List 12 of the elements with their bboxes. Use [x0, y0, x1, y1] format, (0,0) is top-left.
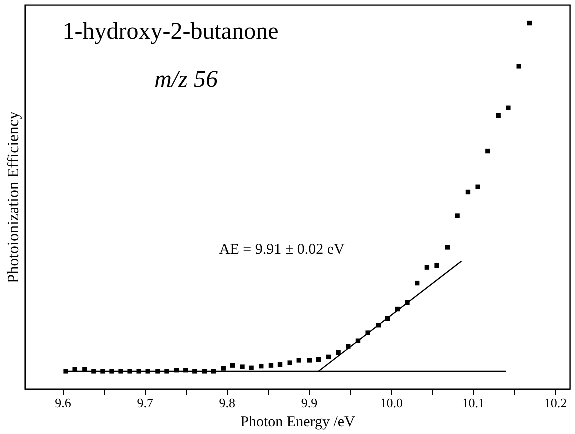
annotation: m/z 56 — [154, 66, 218, 93]
x-axis-title: Photon Energy /eV — [240, 414, 356, 430]
annotation: 1-hydroxy-2-butanone — [62, 18, 279, 45]
x-tick-label: 9.7 — [137, 396, 154, 410]
x-tick-label: 9.8 — [219, 396, 236, 410]
x-tick-label: 10.0 — [380, 396, 403, 410]
x-tick-label: 9.6 — [55, 396, 72, 410]
x-tick-label: 9.9 — [301, 396, 318, 410]
annotation: AE = 9.91 ± 0.02 eV — [219, 242, 345, 258]
x-tick-label: 10.2 — [544, 396, 568, 410]
y-axis-title: Photoionization Efficiency — [6, 112, 22, 284]
x-tick-label: 10.1 — [462, 396, 486, 410]
